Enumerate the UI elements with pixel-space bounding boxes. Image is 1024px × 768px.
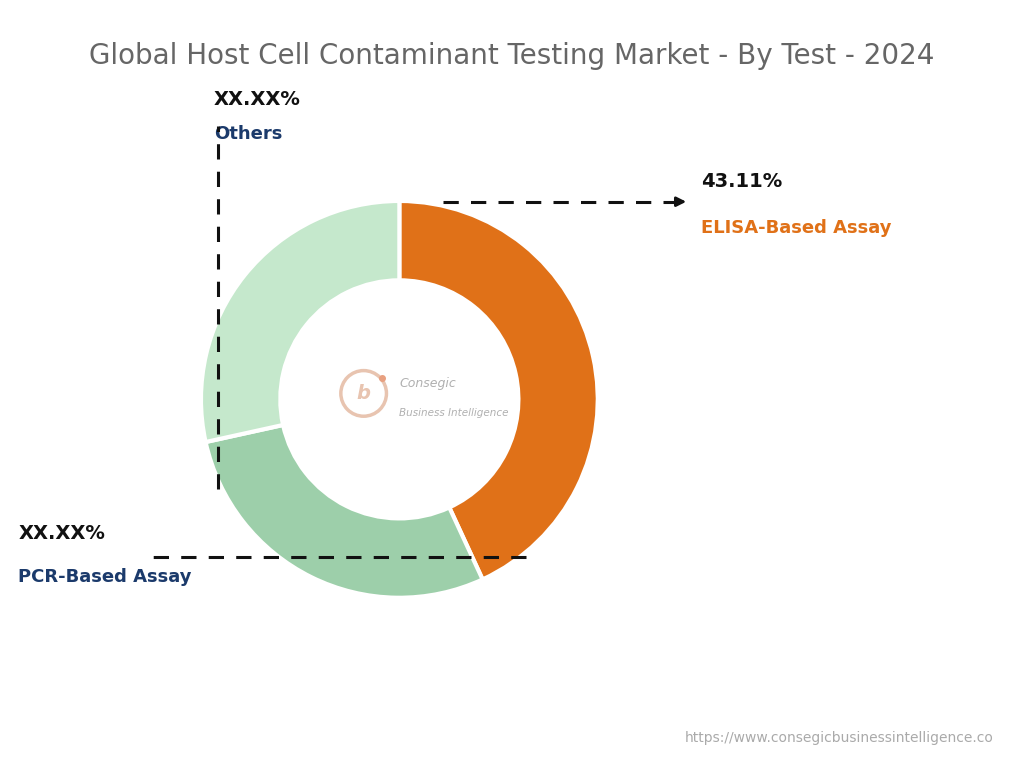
Text: Business Intelligence: Business Intelligence <box>399 409 509 419</box>
Text: XX.XX%: XX.XX% <box>18 524 105 543</box>
Text: PCR-Based Assay: PCR-Based Assay <box>18 568 191 586</box>
Circle shape <box>281 280 518 518</box>
Text: Others: Others <box>214 124 283 143</box>
Text: b: b <box>356 384 371 403</box>
Wedge shape <box>201 201 399 442</box>
Text: 43.11%: 43.11% <box>701 172 782 191</box>
Wedge shape <box>206 425 482 598</box>
Text: XX.XX%: XX.XX% <box>214 91 301 109</box>
Wedge shape <box>399 201 598 580</box>
Text: https://www.consegicbusinessintelligence.co: https://www.consegicbusinessintelligence… <box>684 731 993 745</box>
Text: Consegic: Consegic <box>399 377 456 390</box>
Text: ELISA-Based Assay: ELISA-Based Assay <box>701 219 892 237</box>
Text: Global Host Cell Contaminant Testing Market - By Test - 2024: Global Host Cell Contaminant Testing Mar… <box>89 42 935 70</box>
